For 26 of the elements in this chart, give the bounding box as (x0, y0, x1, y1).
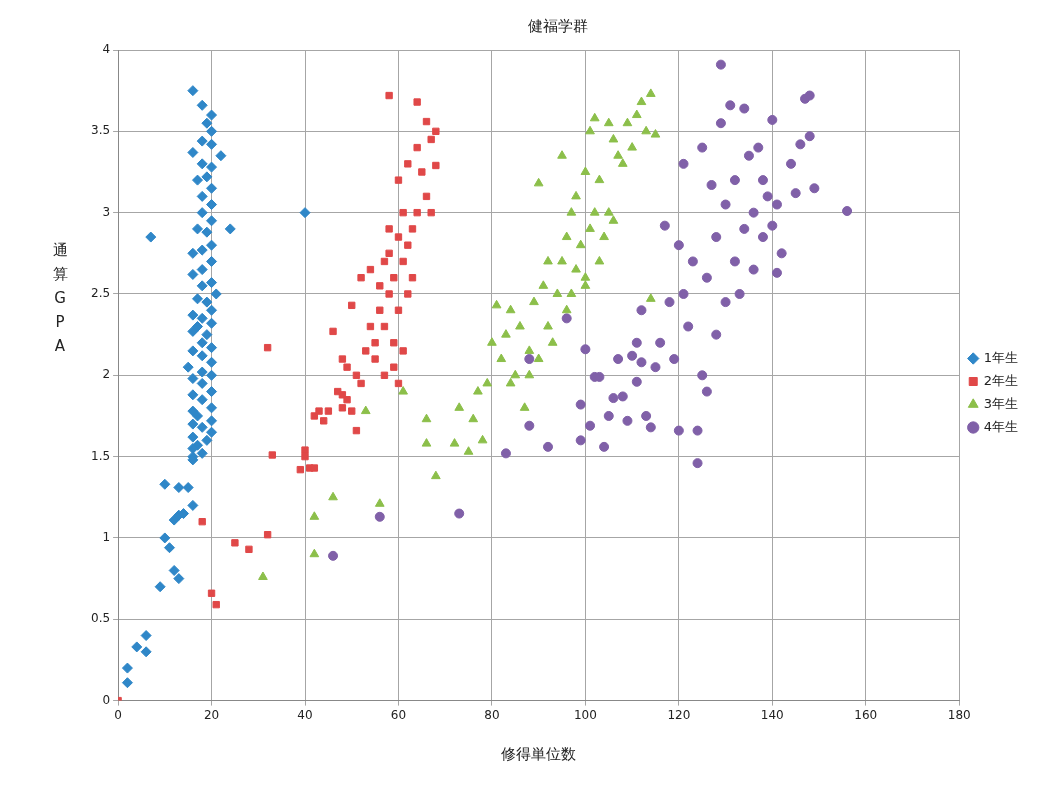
x-tick-label: 80 (484, 707, 500, 722)
x-tick-label: 20 (203, 707, 220, 722)
x-tick-label: 140 (760, 707, 784, 722)
x-axis-title: 修得単位数 (501, 744, 577, 763)
y-tick-label: 0.5 (90, 611, 111, 626)
x-tick-label: 40 (297, 707, 313, 722)
y-tick-label: 1.5 (90, 448, 111, 463)
legend-label: 2年生 (983, 372, 1019, 388)
x-tick-label: 100 (573, 707, 597, 722)
x-tick-label: 180 (947, 707, 971, 722)
y-tick-label: 2 (102, 367, 111, 382)
legend-label: 4年生 (983, 418, 1019, 434)
x-tick-label: 60 (390, 707, 407, 722)
y-tick-label: 3.5 (90, 123, 111, 138)
y-tick-label: 3 (102, 204, 111, 219)
y-tick-label: 4 (102, 42, 111, 57)
y-tick-label: 1 (102, 530, 111, 545)
y-axis-title: 通算GPA (51, 240, 69, 357)
x-tick-label: 120 (667, 707, 691, 722)
y-tick-label: 0 (102, 692, 111, 707)
x-tick-label: 0 (114, 707, 122, 722)
y-tick-label: 2.5 (90, 286, 111, 301)
chart-title: 健福学群 (528, 16, 588, 35)
legend-label: 3年生 (983, 395, 1019, 411)
legend-label: 1年生 (983, 349, 1019, 365)
x-tick-label: 160 (854, 707, 878, 722)
